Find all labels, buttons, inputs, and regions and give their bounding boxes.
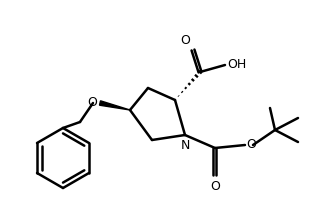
Text: O: O (246, 138, 256, 150)
Text: O: O (87, 95, 97, 108)
Text: O: O (180, 34, 190, 47)
Text: N: N (180, 139, 190, 152)
Text: OH: OH (227, 57, 246, 70)
Text: O: O (210, 180, 220, 193)
Polygon shape (99, 101, 130, 110)
